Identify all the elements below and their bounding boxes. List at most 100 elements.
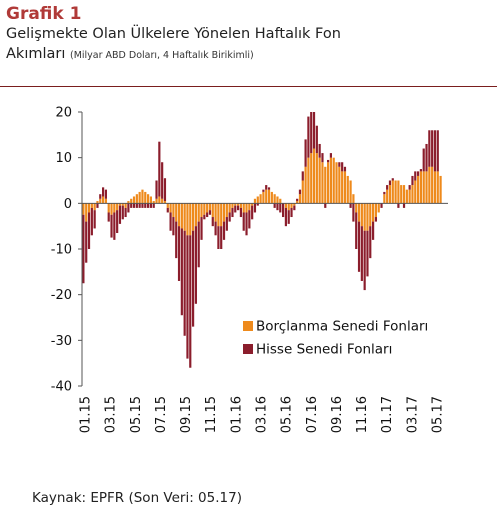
bond-bar [377, 203, 380, 213]
legend-swatch-equity [243, 344, 253, 354]
equity-bar [298, 189, 302, 195]
equity-bar [383, 191, 386, 195]
bond-bar [259, 194, 262, 204]
equity-bar [147, 203, 150, 208]
bond-bar [251, 203, 254, 206]
bond-bar [414, 180, 417, 204]
bond-bar [425, 171, 428, 204]
x-tick-label: 03.17 [405, 396, 420, 433]
source-note: Kaynak: EPFR (Son Veri: 05.17) [32, 490, 242, 506]
equity-bar [369, 226, 372, 259]
equity-bar [318, 143, 321, 158]
x-tick-label: 11.16 [355, 396, 370, 433]
bond-bar [366, 203, 369, 231]
equity-bar [87, 212, 91, 249]
bond-bar [110, 203, 113, 215]
bond-bar [192, 203, 195, 231]
legend-label-bond: Borçlanma Senedi Fonları [256, 319, 428, 335]
equity-bar [352, 203, 355, 222]
equity-bar [166, 207, 169, 213]
bond-bar [203, 203, 206, 215]
bond-bar [312, 148, 316, 204]
x-tick-label: 05.16 [280, 396, 295, 433]
bond-bar [186, 203, 189, 236]
equity-bar [253, 203, 257, 213]
equity-bar [163, 178, 167, 202]
equity-bar [296, 198, 299, 202]
bond-bar [327, 162, 330, 204]
equity-bar [102, 187, 105, 197]
equity-bar [273, 203, 276, 208]
equity-bar [422, 148, 425, 172]
y-tick-label: 10 [55, 151, 72, 166]
x-tick-label: 01.17 [380, 396, 395, 433]
bond-bar [304, 166, 307, 204]
equity-bar [192, 230, 195, 327]
x-tick-label: 09.15 [179, 396, 194, 433]
equity-bar [211, 217, 214, 227]
bond-bar [163, 201, 167, 204]
bond-bar [237, 203, 240, 206]
equity-bar [321, 153, 324, 163]
equity-bar [417, 171, 420, 176]
equity-bar [307, 116, 310, 158]
bond-bar [206, 203, 209, 213]
x-tick-label: 05.17 [431, 396, 446, 433]
bond-bar [85, 203, 88, 222]
bond-bar [166, 203, 169, 208]
equity-bar [180, 228, 183, 316]
bond-bar [419, 171, 422, 204]
bond-bar [405, 189, 408, 204]
equity-bar [425, 143, 428, 172]
bond-bar [267, 189, 271, 204]
equity-bar [220, 226, 223, 249]
equity-bar [293, 205, 296, 211]
bond-bar [402, 185, 406, 204]
y-tick-label: 20 [55, 106, 72, 121]
equity-bar [99, 194, 102, 199]
bond-bar [383, 194, 386, 204]
bond-bar [346, 175, 349, 204]
bond-bar [135, 194, 138, 204]
bond-bar [152, 201, 155, 204]
equity-bar [177, 226, 181, 281]
bond-bar [130, 198, 133, 204]
equity-bar [110, 214, 113, 238]
bond-bar [411, 185, 414, 204]
equity-bar [363, 230, 366, 291]
bond-bar [107, 203, 110, 213]
bond-bar [360, 203, 363, 227]
chart-title-line-2: Akımları (Milyar ABD Doları, 4 Haftalık … [6, 44, 494, 66]
equity-bar [256, 203, 259, 206]
x-tick-label: 01.15 [79, 396, 94, 433]
bond-bar [315, 153, 318, 204]
bond-bar [352, 194, 355, 204]
bond-bar [335, 162, 338, 204]
bond-bar [231, 203, 234, 208]
bond-bar [422, 171, 425, 204]
equity-bar [118, 205, 122, 224]
bond-bar [138, 191, 141, 204]
equity-bar [234, 205, 237, 213]
equity-bar [124, 207, 127, 218]
bond-bar [329, 157, 332, 204]
equity-bar [380, 203, 383, 208]
bond-bar [298, 194, 302, 204]
bond-bar [225, 203, 228, 218]
equity-bar [155, 180, 158, 199]
bond-bar [391, 180, 394, 204]
equity-bar [228, 212, 231, 222]
equity-bar [355, 212, 358, 249]
y-tick-label: -40 [51, 380, 72, 395]
figure-number: Grafik 1 [6, 4, 82, 24]
equity-bar [436, 130, 439, 172]
bond-bar [296, 201, 299, 204]
bond-bar [307, 157, 310, 204]
equity-bar [85, 221, 88, 263]
y-tick-label: -30 [51, 334, 72, 349]
bond-bar [287, 203, 290, 211]
bond-bar [82, 203, 85, 215]
equity-bar [82, 214, 85, 284]
bond-bar [158, 196, 161, 204]
equity-bar [237, 205, 240, 211]
